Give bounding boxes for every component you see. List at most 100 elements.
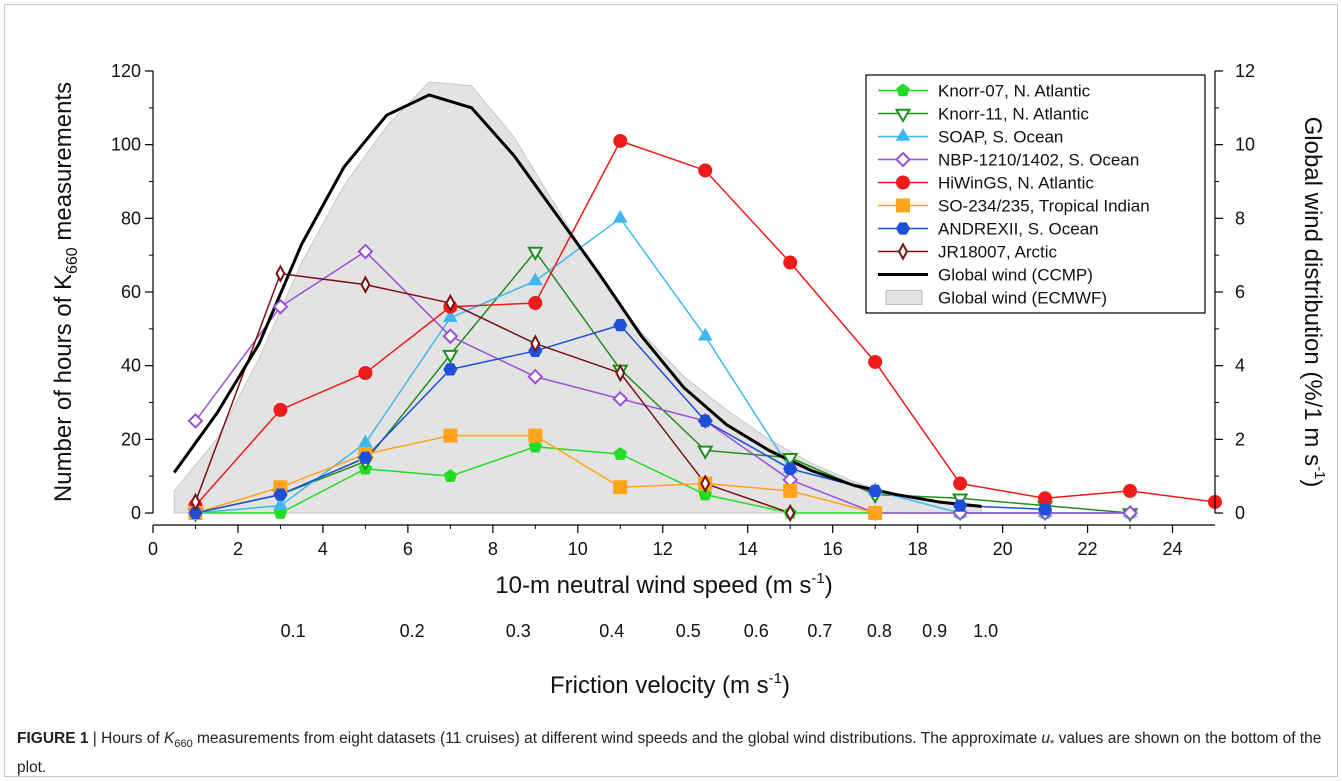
point-andrexii-s-ocean-17 (868, 484, 883, 498)
x-axis-label-superscript: -1 (811, 570, 824, 587)
x-tick-label-6: 6 (403, 539, 413, 559)
line-nbp-1210-1402-s-ocean (194, 250, 1131, 514)
x-tick-label-4: 4 (318, 539, 328, 559)
point-hiwings-n-atlantic-9 (528, 296, 543, 311)
legend-label-knorr-11-n-atlantic: Knorr-11, N. Atlantic (938, 105, 1089, 124)
point-nbp-1210-1402-s-ocean-3 (272, 298, 289, 315)
x-tick-label-20: 20 (993, 539, 1013, 559)
left-tick-label-100: 100 (111, 135, 141, 155)
legend-marker-nbp-1210-1402-s-ocean (895, 151, 911, 168)
friction-label-1.0: 1.0 (973, 621, 998, 641)
point-jr18007-arctic-5 (360, 275, 371, 294)
right-axis-label: Global wind distribution (%/1 m s-1) (1299, 117, 1328, 488)
point-andrexii-s-ocean-1 (188, 506, 203, 520)
point-soap-s-ocean-9 (527, 272, 543, 286)
point-hiwings-n-atlantic-5 (358, 366, 373, 381)
left-tick-label-60: 60 (121, 282, 141, 302)
legend-marker-knorr-11-n-atlantic (894, 108, 912, 123)
point-andrexii-s-ocean-11 (613, 319, 628, 332)
point-nbp-1210-1402-s-ocean-9 (527, 368, 544, 385)
legend-marker-andrexii-s-ocean (895, 222, 911, 235)
legend-marker-hiwings-n-atlantic (896, 175, 910, 190)
figure-caption: FIGURE 1 | Hours of K660 measurements fr… (17, 727, 1335, 779)
right-tick-label-10: 10 (1235, 135, 1255, 155)
caption-text-1: Hours of (101, 730, 165, 747)
point-jr18007-arctic-11 (615, 363, 626, 383)
friction-label-0.1: 0.1 (281, 621, 306, 641)
x-tick-label-16: 16 (823, 539, 843, 559)
point-knorr-07-n-atlantic-11 (613, 446, 628, 460)
point-hiwings-n-atlantic-19 (953, 476, 968, 491)
point-nbp-1210-1402-s-ocean-23 (1122, 505, 1138, 521)
point-jr18007-arctic-9 (530, 334, 541, 353)
x-tick-label-24: 24 (1163, 539, 1183, 559)
friction-label-0.4: 0.4 (599, 621, 624, 641)
point-knorr-11-n-atlantic-7 (442, 349, 459, 365)
point-hiwings-n-atlantic-13 (698, 163, 713, 178)
point-soap-s-ocean-11 (612, 209, 628, 223)
point-jr18007-arctic-1 (190, 492, 201, 512)
friction-axis-label-superscript: -1 (769, 670, 782, 687)
caption-u-subscript: * (1050, 738, 1055, 751)
friction-label-0.9: 0.9 (922, 621, 947, 641)
point-jr18007-arctic-15 (785, 503, 796, 523)
x-tick-label-18: 18 (908, 539, 928, 559)
point-nbp-1210-1402-s-ocean-1 (187, 413, 204, 429)
point-jr18007-arctic-3 (275, 264, 286, 283)
legend-label-hiwings-n-atlantic: HiWinGS, N. Atlantic (938, 174, 1094, 193)
right-tick-label-2: 2 (1235, 429, 1245, 449)
point-nbp-1210-1402-s-ocean-11 (612, 390, 629, 407)
right-tick-label-4: 4 (1235, 356, 1245, 376)
point-knorr-07-n-atlantic-9 (528, 439, 543, 453)
figure-frame: 0 20 40 60 80 100 120 0 2 4 6 8 10 12 0 2 4 6 8 10 12 14 16 18 2… (4, 4, 1338, 777)
caption-text-3: values are shown on the bottom of the pl… (17, 730, 1322, 777)
point-soap-s-ocean-7 (443, 309, 458, 323)
friction-label-0.3: 0.3 (506, 621, 531, 641)
caption-u-symbol: u (1041, 730, 1050, 747)
legend-marker-knorr-07-n-atlantic (896, 83, 910, 97)
x-tick-label-0: 0 (148, 539, 158, 559)
point-hiwings-n-atlantic-11 (613, 133, 628, 148)
legend-marker-so-234-235-tropical-indian (896, 198, 910, 213)
left-tick-label-0: 0 (131, 503, 141, 523)
legend-label-nbp-1210-1402-s-ocean: NBP-1210/1402, S. Ocean (938, 151, 1139, 170)
point-hiwings-n-atlantic-21 (1038, 491, 1053, 506)
left-tick-label-20: 20 (121, 429, 141, 449)
point-so-234-235-tropical-indian-17 (868, 506, 883, 520)
x-tick-label-12: 12 (653, 539, 673, 559)
point-knorr-07-n-atlantic-7 (443, 469, 458, 482)
point-andrexii-s-ocean-7 (443, 363, 458, 376)
caption-k-subscript: 660 (174, 738, 193, 751)
right-tick-label-6: 6 (1235, 282, 1245, 302)
point-andrexii-s-ocean-21 (1038, 503, 1053, 516)
point-nbp-1210-1402-s-ocean-5 (357, 243, 374, 260)
point-hiwings-n-atlantic-15 (783, 255, 798, 270)
point-knorr-11-n-atlantic-15 (781, 453, 799, 468)
friction-label-0.8: 0.8 (867, 621, 892, 641)
legend-label-knorr-07-n-atlantic: Knorr-07, N. Atlantic (938, 82, 1091, 101)
point-soap-s-ocean-3 (273, 497, 288, 510)
legend-label-soap-s-ocean: SOAP, S. Ocean (938, 128, 1063, 147)
x-axis-label: 10-m neutral wind speed (m s-1) (495, 570, 832, 599)
point-hiwings-n-atlantic-17 (868, 354, 883, 369)
point-hiwings-n-atlantic-23 (1123, 483, 1138, 498)
point-knorr-07-n-atlantic-13 (698, 487, 713, 501)
point-soap-s-ocean-13 (697, 327, 713, 341)
friction-axis-label: Friction velocity (m s-1) (550, 670, 790, 699)
point-andrexii-s-ocean-5 (358, 451, 373, 464)
left-tick-label-40: 40 (121, 356, 141, 376)
left-axis-label-subscript: 660 (64, 247, 81, 274)
legend-label-global-wind-ecmwf: Global wind (ECMWF) (938, 289, 1107, 308)
point-andrexii-s-ocean-13 (698, 414, 713, 428)
point-so-234-235-tropical-indian-15 (783, 483, 798, 498)
right-tick-label-0: 0 (1235, 503, 1245, 523)
friction-label-0.2: 0.2 (400, 621, 425, 641)
right-tick-label-8: 8 (1235, 208, 1245, 228)
point-soap-s-ocean-5 (358, 434, 373, 448)
point-nbp-1210-1402-s-ocean-7 (442, 328, 459, 345)
point-so-234-235-tropical-indian-9 (528, 428, 543, 443)
line-jr18007-arctic (194, 272, 791, 514)
point-jr18007-arctic-13 (700, 474, 711, 493)
